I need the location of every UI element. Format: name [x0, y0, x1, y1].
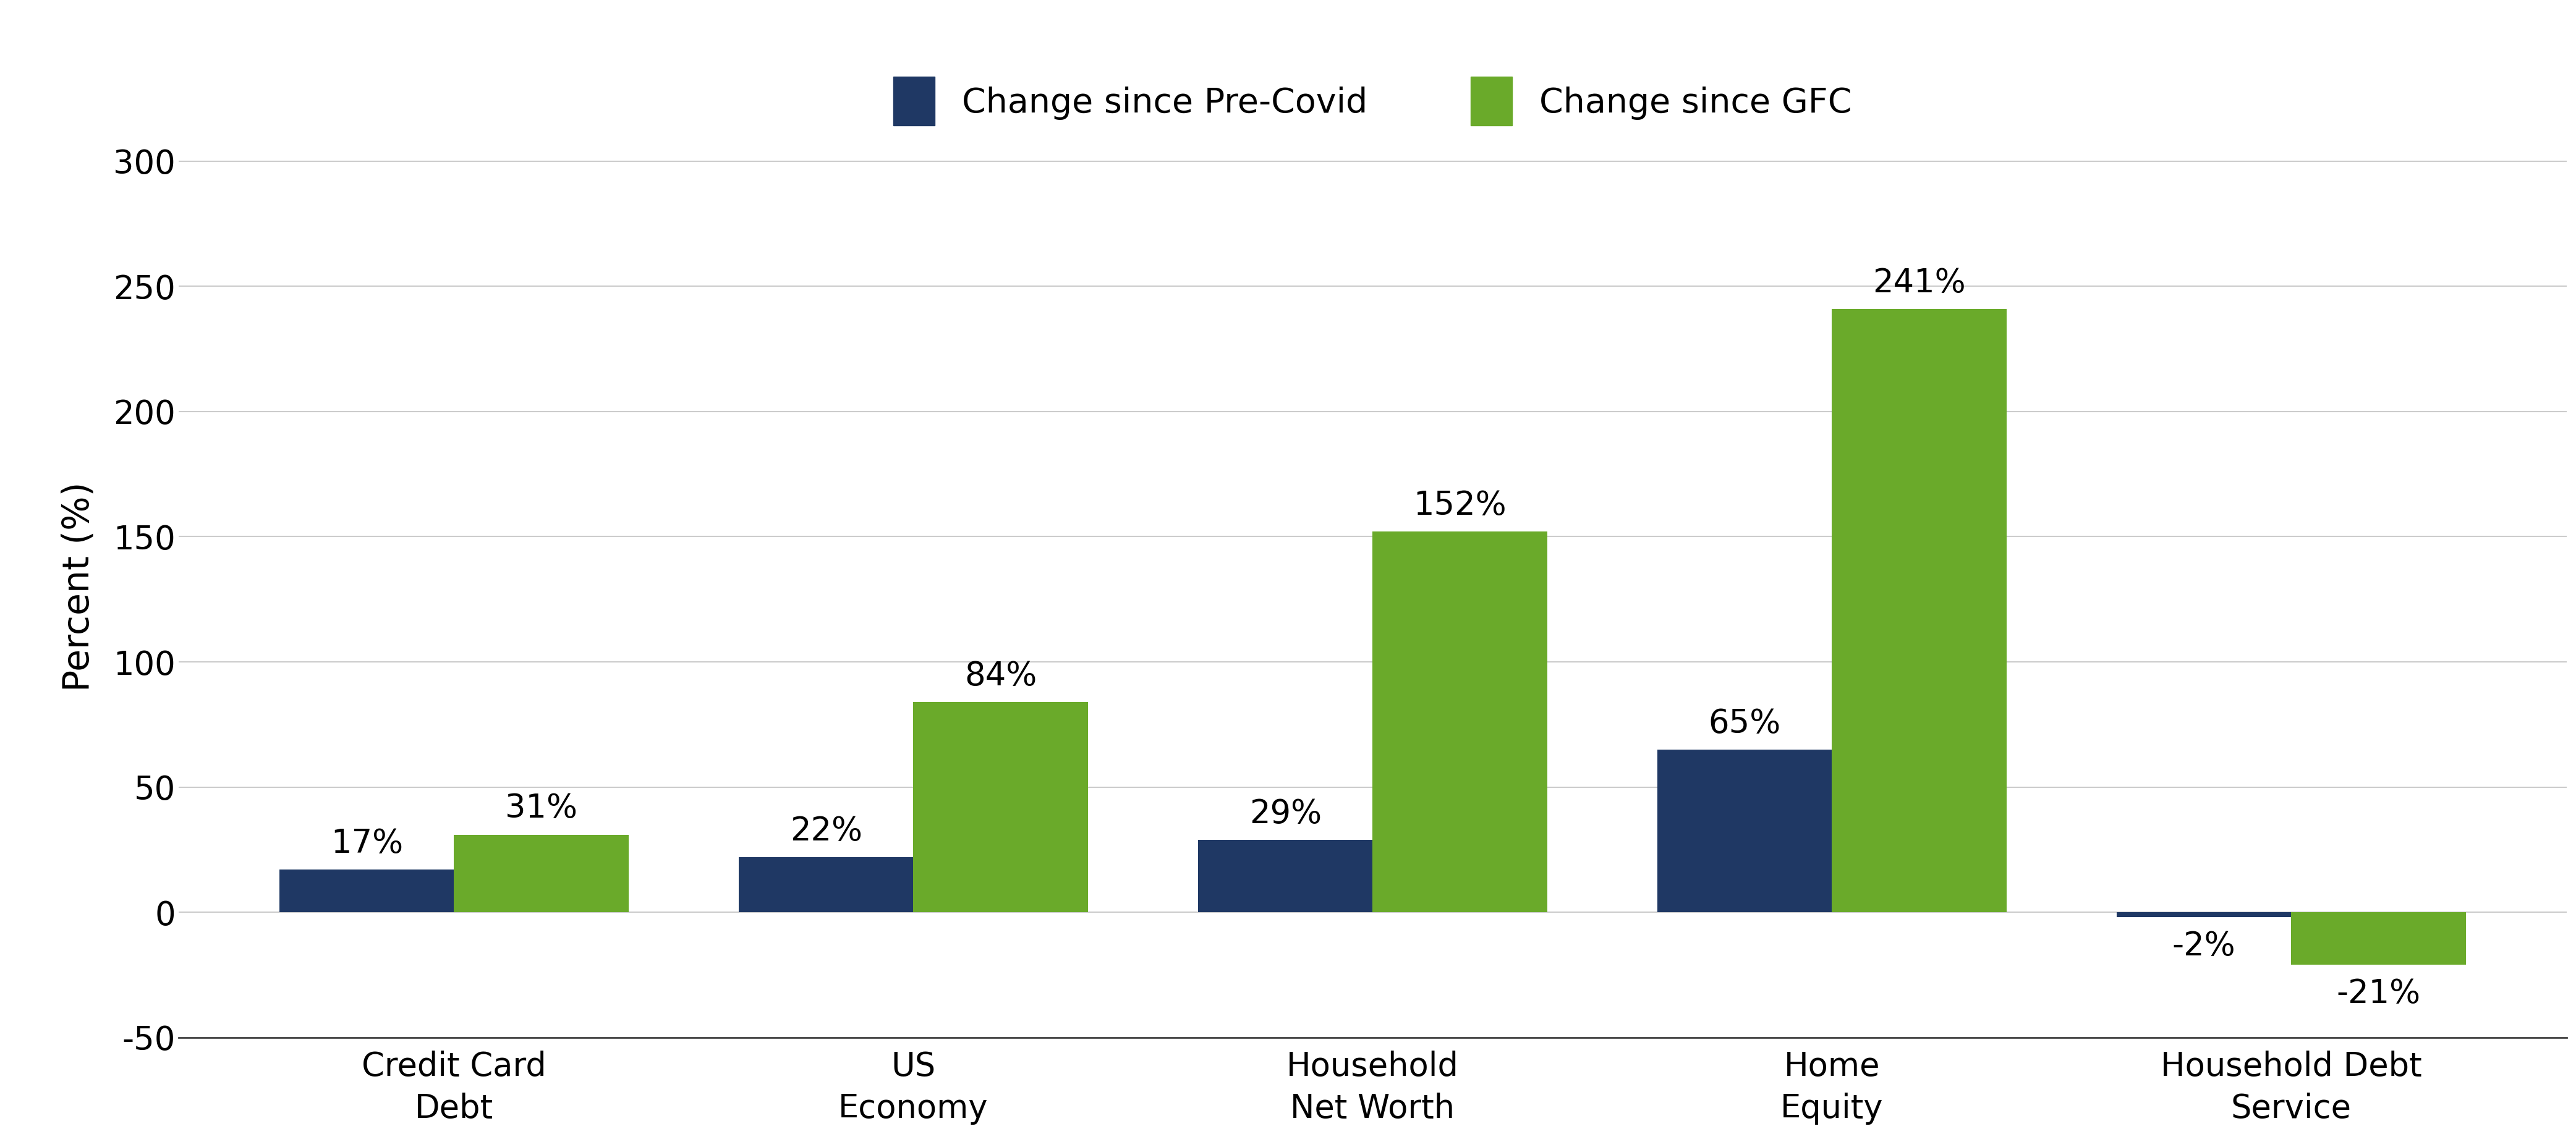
Bar [1373, 532, 1548, 912]
Text: 152%: 152% [1414, 490, 1507, 522]
Bar [739, 857, 914, 912]
Text: -21%: -21% [2336, 978, 2421, 1009]
Bar [1656, 750, 1832, 912]
Text: 84%: 84% [963, 660, 1036, 692]
Text: 17%: 17% [330, 828, 402, 860]
Text: 29%: 29% [1249, 797, 1321, 830]
Bar [1832, 308, 2007, 912]
Text: -2%: -2% [2172, 930, 2236, 962]
Text: 65%: 65% [1708, 708, 1780, 739]
Bar [1198, 839, 1373, 912]
Text: 22%: 22% [791, 815, 863, 847]
Text: 31%: 31% [505, 793, 577, 824]
Bar [2290, 912, 2465, 965]
Legend: Change since Pre-Covid, Change since GFC: Change since Pre-Covid, Change since GFC [878, 64, 1865, 139]
Bar [453, 835, 629, 912]
Bar [281, 870, 453, 912]
Bar [914, 702, 1087, 912]
Y-axis label: Percent (%): Percent (%) [62, 482, 95, 692]
Bar [2117, 912, 2290, 917]
Text: 241%: 241% [1873, 266, 1965, 299]
